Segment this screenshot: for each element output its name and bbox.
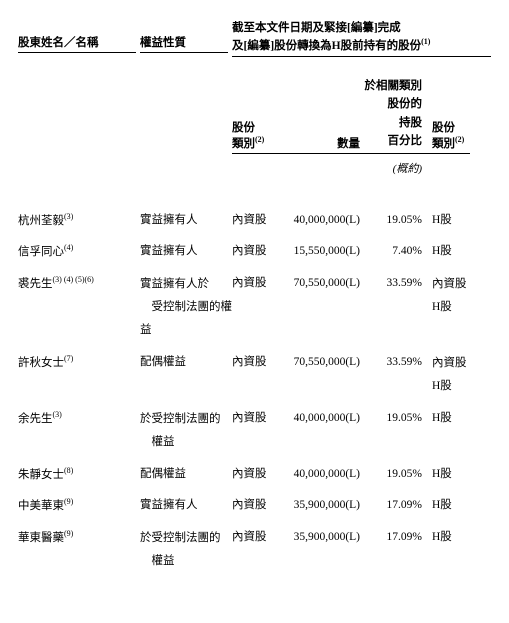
cell-pct: 17.09% [360,495,422,516]
cell-class: 內資股 [232,527,278,548]
cell-class2: H股 [422,241,470,262]
cell-pct: 19.05% [360,408,422,429]
table-row: 中美華東(9)實益擁有人內資股35,900,000(L)17.09%H股 [18,495,491,517]
cell-shareholder: 許秋女士(7) [18,352,140,374]
cell-shareholder: 杭州荃毅(3) [18,210,140,232]
cell-class: 內資股 [232,495,278,516]
cell-pct: 33.59% [360,273,422,294]
cell-nature: 實益擁有人 [140,210,232,231]
cell-pct: 33.59% [360,352,422,373]
cell-pct: 19.05% [360,210,422,231]
cell-nature: 於受控制法團的權益 [140,408,232,454]
cell-class: 內資股 [232,464,278,485]
header-shareholder: 股東姓名／名稱 [18,34,136,53]
cell-nature: 實益擁有人 [140,495,232,516]
cell-shareholder: 信孚同心(4) [18,241,140,263]
cell-qty: 35,900,000(L) [278,495,360,516]
cell-nature: 於受控制法團的權益 [140,527,232,573]
cell-class2: 內資股H股 [422,273,470,319]
cell-class: 內資股 [232,408,278,429]
cell-class2: H股 [422,495,470,516]
cell-qty: 40,000,000(L) [278,210,360,231]
cell-shareholder: 華東醫藥(9) [18,527,140,549]
table-row: 杭州荃毅(3)實益擁有人內資股40,000,000(L)19.05%H股 [18,210,491,232]
cell-nature: 配偶權益 [140,352,232,373]
cell-shareholder: 中美華東(9) [18,495,140,517]
cell-nature: 配偶權益 [140,464,232,485]
table-row: 華東醫藥(9)於受控制法團的權益內資股35,900,000(L)17.09%H股 [18,527,491,573]
cell-pct: 17.09% [360,527,422,548]
cell-shareholder: 余先生(3) [18,408,140,430]
cell-class: 內資股 [232,210,278,231]
cell-pct: 19.05% [360,464,422,485]
table-row: 裘先生(3) (4) (5)(6)實益擁有人於受控制法團的權益內資股70,550… [18,273,491,342]
table-sub-header: 股份 類別(2) 數量 於相關類別 股份的 持股 百分比 股份 類別(2) [18,77,491,154]
cell-shareholder: 朱靜女士(8) [18,464,140,486]
cell-pct: 7.40% [360,241,422,262]
cell-qty: 70,550,000(L) [278,273,360,294]
cell-qty: 40,000,000(L) [278,408,360,429]
table-row: 朱靜女士(8)配偶權益內資股40,000,000(L)19.05%H股 [18,464,491,486]
cell-class2: H股 [422,527,470,548]
subheader-qty: 數量 [278,135,360,154]
cell-nature: 實益擁有人 [140,241,232,262]
table-main-header: 股東姓名／名稱 權益性質 截至本文件日期及緊接[編纂]完成 及[編纂]股份轉換為… [18,20,491,57]
header-shares-group: 截至本文件日期及緊接[編纂]完成 及[編纂]股份轉換為H股前持有的股份(1) [232,20,491,57]
cell-class2: 內資股H股 [422,352,470,398]
header-nature: 權益性質 [140,34,228,53]
approx-label: (概約) [360,160,422,176]
cell-class2: H股 [422,408,470,429]
cell-class2: H股 [422,464,470,485]
cell-class: 內資股 [232,241,278,262]
subheader-pct: 於相關類別 股份的 持股 百分比 [360,77,422,154]
cell-class: 內資股 [232,273,278,294]
cell-qty: 40,000,000(L) [278,464,360,485]
cell-shareholder: 裘先生(3) (4) (5)(6) [18,273,140,295]
cell-nature: 實益擁有人於受控制法團的權益 [140,273,232,342]
subheader-class2: 股份 類別(2) [422,119,470,154]
cell-qty: 35,900,000(L) [278,527,360,548]
subheader-class: 股份 類別(2) [232,119,278,154]
table-body: 杭州荃毅(3)實益擁有人內資股40,000,000(L)19.05%H股信孚同心… [18,210,491,573]
cell-qty: 70,550,000(L) [278,352,360,373]
cell-class2: H股 [422,210,470,231]
table-row: 余先生(3)於受控制法團的權益內資股40,000,000(L)19.05%H股 [18,408,491,454]
table-row: 信孚同心(4)實益擁有人內資股15,550,000(L)7.40%H股 [18,241,491,263]
cell-class: 內資股 [232,352,278,373]
cell-qty: 15,550,000(L) [278,241,360,262]
table-row: 許秋女士(7)配偶權益內資股70,550,000(L)33.59%內資股H股 [18,352,491,398]
approx-row: (概約) [18,160,491,176]
